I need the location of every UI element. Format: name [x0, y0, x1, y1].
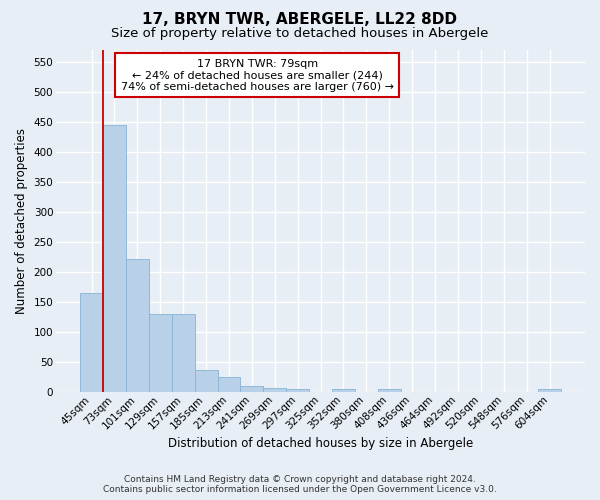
Text: 17, BRYN TWR, ABERGELE, LL22 8DD: 17, BRYN TWR, ABERGELE, LL22 8DD	[143, 12, 458, 28]
Bar	[172, 314, 194, 392]
X-axis label: Distribution of detached houses by size in Abergele: Distribution of detached houses by size …	[168, 437, 473, 450]
Y-axis label: Number of detached properties: Number of detached properties	[15, 128, 28, 314]
Bar	[538, 389, 561, 392]
Bar	[241, 386, 263, 392]
Bar	[378, 389, 401, 392]
Bar	[149, 314, 172, 392]
Text: Size of property relative to detached houses in Abergele: Size of property relative to detached ho…	[112, 28, 488, 40]
Bar	[80, 293, 103, 392]
Bar	[126, 258, 149, 392]
Bar	[332, 390, 355, 392]
Bar	[263, 388, 286, 392]
Bar	[286, 389, 309, 392]
Bar	[218, 378, 241, 392]
Text: 17 BRYN TWR: 79sqm
← 24% of detached houses are smaller (244)
74% of semi-detach: 17 BRYN TWR: 79sqm ← 24% of detached hou…	[121, 58, 394, 92]
Bar	[194, 370, 218, 392]
Text: Contains HM Land Registry data © Crown copyright and database right 2024.
Contai: Contains HM Land Registry data © Crown c…	[103, 474, 497, 494]
Bar	[103, 125, 126, 392]
